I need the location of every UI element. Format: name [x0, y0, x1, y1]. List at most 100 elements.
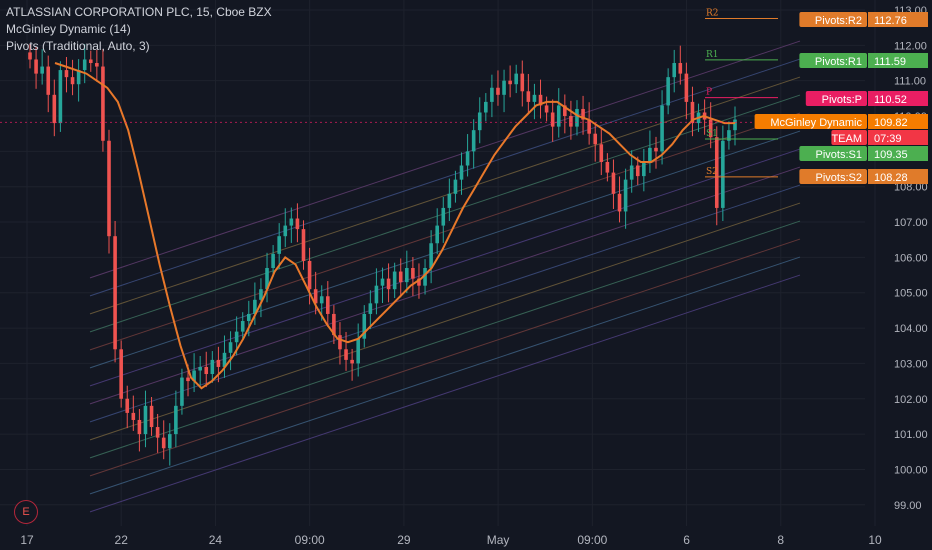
price-label-team: TEAM 07:39 — [831, 130, 928, 145]
price-label-name-bg — [799, 169, 867, 184]
candle-body — [714, 137, 719, 208]
candle-body — [101, 66, 105, 141]
candle-body — [459, 165, 464, 180]
candle-body — [107, 140, 111, 237]
x-tick-label: 24 — [209, 533, 223, 547]
price-label-value-bg — [868, 53, 928, 68]
candle-body — [198, 366, 202, 371]
candle-body — [259, 289, 263, 300]
candle-body — [265, 268, 269, 290]
candle-body — [465, 151, 470, 166]
candle-body — [484, 101, 488, 113]
y-tick-label: 111.00 — [894, 76, 926, 88]
y-tick-label: 108.00 — [894, 182, 928, 194]
candle-body — [526, 91, 531, 102]
candle-body — [441, 207, 446, 226]
price-label-name-bg — [799, 12, 867, 27]
candle-body — [733, 119, 737, 131]
candle-body — [405, 268, 409, 283]
candle-body — [210, 359, 215, 375]
candle-body — [471, 130, 476, 152]
candle-body — [398, 271, 403, 283]
candle-body — [654, 147, 658, 152]
price-label-name-bg — [831, 130, 867, 145]
candle-body — [411, 268, 415, 279]
x-tick-label: 09:00 — [577, 533, 607, 547]
candle-body — [587, 119, 591, 134]
price-label-mcginley-dynamic: McGinley Dynamic 109.82 — [754, 114, 928, 129]
candle-body — [648, 147, 652, 162]
channel-line — [89, 112, 801, 351]
candle-body — [350, 359, 354, 364]
channel-line — [89, 220, 801, 459]
legend-pivots: Pivots (Traditional, Auto, 3) — [6, 39, 150, 53]
price-label-pivots-s1: Pivots:S1 109.35 — [799, 146, 928, 161]
candle-body — [575, 108, 579, 127]
candle-body — [125, 398, 130, 413]
candle-body — [532, 94, 537, 102]
price-label-name: Pivots:R1 — [815, 56, 862, 68]
price-label-pivots-p: Pivots:P 110.52 — [805, 91, 928, 106]
candle-body — [246, 313, 251, 322]
y-tick-label: 99.00 — [894, 500, 922, 512]
candle-body — [593, 133, 598, 145]
candle-body — [581, 108, 585, 120]
candle-body — [113, 236, 117, 350]
candle-body — [319, 296, 324, 304]
candle-body — [137, 419, 142, 435]
x-tick-label: 17 — [20, 533, 34, 547]
price-label-pivots-r2: Pivots:R2 112.76 — [799, 12, 928, 27]
candle-body — [642, 161, 646, 177]
legend-title: ATLASSIAN CORPORATION PLC, 15, Cboe BZX — [6, 5, 272, 19]
candle-body — [368, 303, 373, 314]
candle-body — [277, 236, 281, 254]
y-tick-label: 105.00 — [894, 288, 928, 300]
y-tick-label: 102.00 — [894, 394, 928, 406]
candle-body — [307, 260, 312, 290]
candle-body — [453, 179, 458, 194]
candle-body — [28, 52, 32, 60]
candle-body — [283, 225, 288, 237]
x-tick-label: 29 — [397, 533, 411, 547]
candle-body — [338, 335, 342, 350]
candle-body — [496, 87, 500, 95]
candle-body — [204, 366, 209, 375]
price-label-name: Pivots:S1 — [816, 149, 862, 161]
candle-body — [386, 278, 391, 290]
price-label-name-bg — [799, 146, 867, 161]
candle-body — [271, 253, 275, 268]
price-label-value-bg — [868, 12, 928, 27]
candle-body — [88, 59, 93, 64]
candle-body — [599, 144, 604, 162]
candle-body — [143, 405, 148, 435]
price-label-pivots-s2: Pivots:S2 108.28 — [799, 169, 928, 184]
y-tick-label: 112.00 — [894, 40, 927, 52]
candle-body — [174, 405, 178, 435]
price-label-name-bg — [754, 114, 867, 129]
candle-body — [490, 87, 494, 102]
channel-line — [89, 202, 801, 441]
candle-body — [635, 165, 640, 177]
channel-line — [89, 76, 801, 315]
candle-body — [186, 377, 190, 382]
candle-body — [192, 370, 196, 382]
candle-body — [167, 434, 172, 449]
candle-body — [660, 105, 664, 152]
candle-body — [447, 193, 452, 208]
candle-body — [216, 359, 221, 367]
earnings-badge[interactable]: E — [14, 500, 38, 524]
candle-body — [380, 278, 385, 286]
price-label-name: Pivots:S2 — [816, 172, 862, 184]
candle-body — [240, 321, 245, 332]
price-label-name-bg — [805, 91, 867, 106]
chart-legend: ATLASSIAN CORPORATION PLC, 15, Cboe BZX … — [6, 4, 272, 55]
y-tick-label: 106.00 — [894, 252, 928, 264]
candle-body — [332, 313, 336, 336]
candle-body — [289, 218, 294, 226]
candle-body — [556, 105, 561, 127]
price-label-value: 110.52 — [874, 94, 907, 106]
candle-body — [82, 59, 87, 71]
candle-body — [721, 140, 725, 208]
pivot-marker-label: R2 — [706, 8, 719, 18]
